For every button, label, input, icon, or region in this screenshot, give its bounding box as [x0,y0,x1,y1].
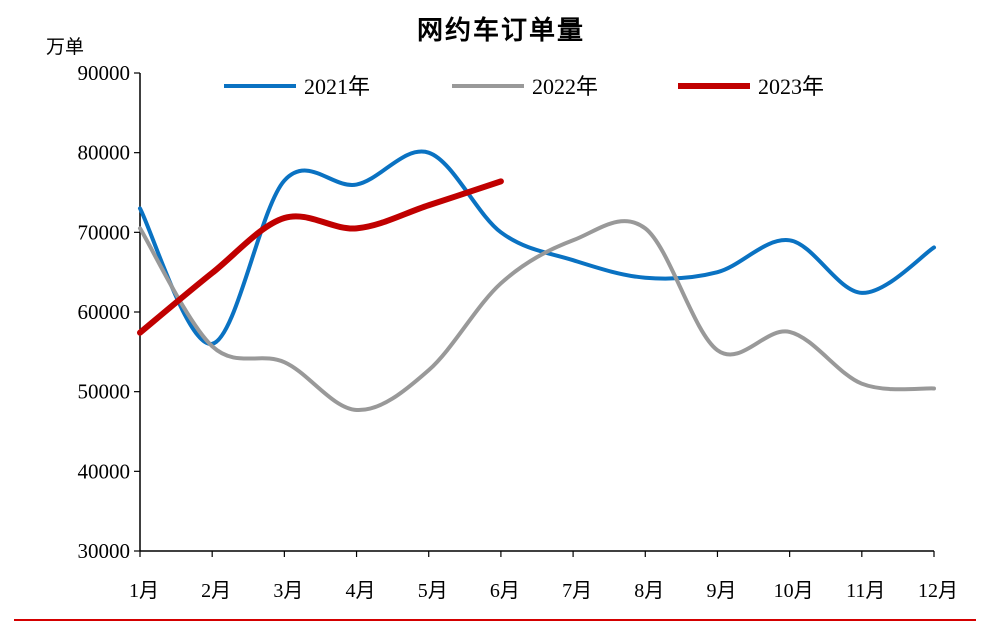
x-tick-label: 8月 [634,580,664,602]
y-tick-label: 70000 [78,220,131,244]
legend-label: 2023年 [758,74,824,99]
chart-title: 网约车订单量 [416,16,585,46]
y-tick-label: 50000 [78,380,131,404]
x-tick-label: 2月 [201,580,231,602]
x-tick-label: 9月 [706,580,736,602]
legend-label: 2021年 [304,74,370,99]
x-tick-label: 6月 [490,580,520,602]
legend-item: 2021年 [224,74,370,99]
x-tick-label: 11月 [846,580,885,602]
legend-item: 2023年 [678,74,824,99]
x-tick-label: 1月 [129,580,159,602]
legend-item: 2022年 [452,74,598,99]
y-tick-label: 30000 [78,539,131,563]
x-tick-label: 4月 [346,580,376,602]
x-tick-label: 7月 [562,580,592,602]
x-tick-label: 5月 [418,580,448,602]
legend-label: 2022年 [532,74,598,99]
y-tick-label: 80000 [78,141,131,165]
y-tick-label: 40000 [78,459,131,483]
x-tick-label: 3月 [273,580,303,602]
bottom-divider [14,619,976,621]
x-tick-label: 12月 [918,580,958,602]
series-line-2023年 [137,178,504,336]
y-tick-label: 90000 [78,61,131,85]
y-axis-unit-label: 万单 [46,36,85,58]
x-tick-label: 10月 [774,580,814,602]
y-tick-label: 60000 [78,300,131,324]
series-line-2021年 [138,149,936,346]
